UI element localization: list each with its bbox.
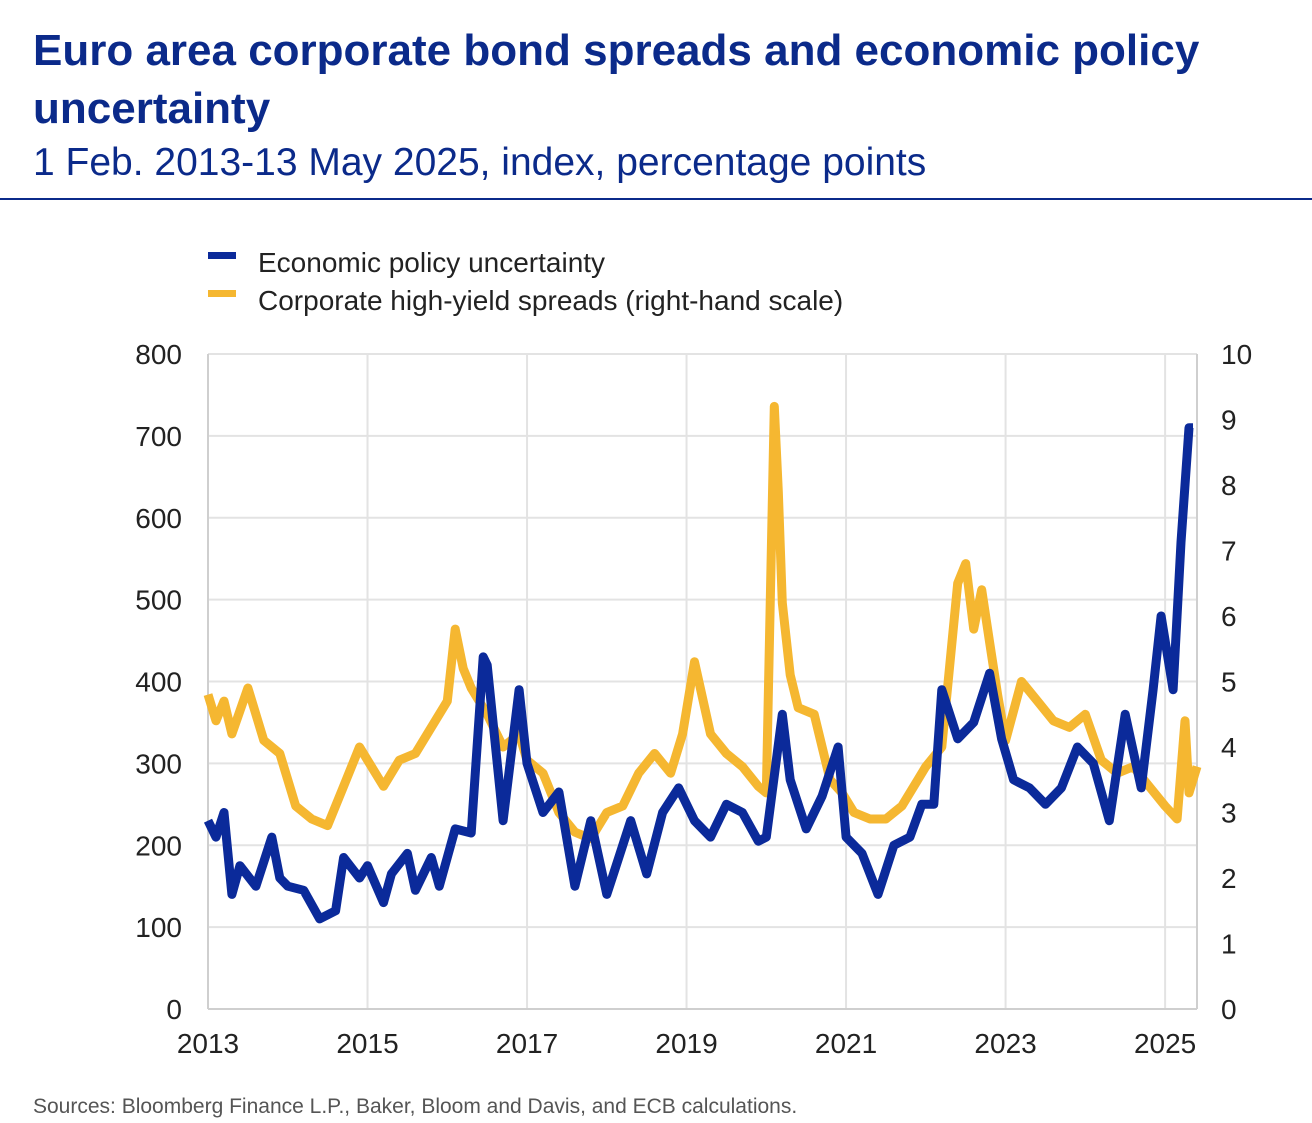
right-tick-label: 10 [1221, 339, 1252, 370]
legend-label-epu: Economic policy uncertainty [258, 247, 605, 278]
x-tick-label: 2023 [974, 1028, 1036, 1059]
legend: Economic policy uncertainty Corporate hi… [208, 247, 843, 316]
left-tick-label: 200 [135, 830, 182, 861]
right-tick-label: 0 [1221, 994, 1237, 1025]
right-tick-label: 7 [1221, 536, 1237, 567]
right-tick-label: 4 [1221, 732, 1237, 763]
left-tick-label: 800 [135, 339, 182, 370]
left-tick-label: 300 [135, 748, 182, 779]
series-layer [203, 401, 1202, 924]
left-tick-label: 0 [166, 994, 182, 1025]
x-tick-label: 2013 [177, 1028, 239, 1059]
right-tick-label: 2 [1221, 863, 1237, 894]
right-tick-label: 6 [1221, 601, 1237, 632]
chart-subtitle: 1 Feb. 2013-13 May 2025, index, percenta… [33, 141, 927, 184]
left-y-axis: 0 100 200 300 400 500 600 700 800 [135, 339, 182, 1025]
x-tick-label: 2015 [336, 1028, 398, 1059]
legend-swatch-spread [208, 290, 236, 297]
x-tick-label: 2019 [655, 1028, 717, 1059]
chart-title: Euro area corporate bond spreads and eco… [33, 26, 1200, 133]
right-tick-label: 5 [1221, 667, 1237, 698]
x-axis: 2013 2015 2017 2019 2021 2023 2025 [177, 1028, 1196, 1059]
right-tick-label: 1 [1221, 929, 1237, 960]
source-note: Sources: Bloomberg Finance L.P., Baker, … [33, 1095, 798, 1118]
legend-label-spread: Corporate high-yield spreads (right-hand… [258, 285, 843, 316]
left-tick-label: 400 [135, 667, 182, 698]
series-line-spread [203, 401, 1202, 844]
right-y-axis: 0 1 2 3 4 5 6 7 8 9 10 [1221, 339, 1252, 1025]
right-tick-label: 3 [1221, 798, 1237, 829]
x-tick-label: 2021 [815, 1028, 877, 1059]
title-divider [0, 198, 1312, 200]
right-tick-label: 8 [1221, 470, 1237, 501]
left-tick-label: 600 [135, 503, 182, 534]
x-tick-label: 2025 [1134, 1028, 1196, 1059]
line-chart: 0 100 200 300 400 500 600 700 800 0 1 2 3 4 5 6 7 8 9 10 2… [135, 247, 1252, 1059]
left-tick-label: 700 [135, 421, 182, 452]
legend-swatch-epu [208, 252, 236, 259]
left-tick-label: 100 [135, 912, 182, 943]
series-line-epu [203, 423, 1194, 924]
x-tick-label: 2017 [496, 1028, 558, 1059]
right-tick-label: 9 [1221, 405, 1237, 436]
left-tick-label: 500 [135, 585, 182, 616]
